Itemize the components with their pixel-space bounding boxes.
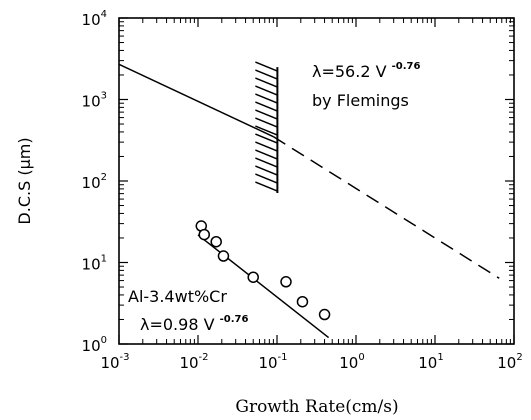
x-tick-exponent: -2	[199, 352, 209, 363]
data-point	[280, 276, 292, 288]
y-tick-label: 100	[82, 335, 107, 355]
y-tick-base: 10	[82, 11, 101, 29]
y-tick-exponent: 3	[101, 91, 107, 102]
x-tick-exponent: 0	[358, 352, 364, 363]
x-tick-label: 102	[497, 352, 522, 372]
y-axis-title: D.C.S (μm)	[15, 137, 34, 224]
boundary-hatch	[255, 141, 278, 152]
boundary-hatch	[255, 149, 278, 160]
x-tick-label: 10-2	[179, 352, 208, 372]
alloy-label: Al-3.4wt%Cr	[128, 287, 227, 306]
x-tick-label: 10-3	[100, 352, 129, 372]
data-equation-exponent: -0.76	[220, 314, 249, 325]
boundary-hatch	[255, 181, 278, 192]
y-tick-label: 104	[82, 9, 107, 29]
y-tick-exponent: 0	[101, 335, 107, 346]
x-tick-labels: 10-3 10-2 10-1 100 101 102	[100, 352, 522, 372]
boundary-hatch	[255, 173, 278, 184]
model-equation-label: λ=56.2 V -0.76	[312, 61, 420, 81]
boundary-hatch	[255, 125, 278, 136]
boundary-hatch	[255, 85, 278, 96]
boundary-hatch	[255, 109, 278, 120]
y-tick-exponent: 2	[101, 172, 107, 183]
model-line-extrapolated	[272, 136, 500, 279]
data-point	[318, 308, 331, 321]
boundary-hatch	[255, 61, 278, 72]
data-point	[198, 228, 211, 241]
x-tick-base: 10	[100, 354, 119, 372]
y-tick-exponent: 1	[101, 254, 107, 265]
boundary-hatch	[255, 93, 278, 104]
boundary-hatch	[255, 69, 278, 80]
x-tick-base: 10	[497, 354, 516, 372]
model-equation-prefix: λ=56.2 V	[312, 62, 387, 81]
data-points	[195, 220, 331, 321]
x-tick-base: 10	[418, 354, 437, 372]
data-point	[217, 250, 230, 262]
data-equation-label: λ=0.98 V -0.76	[140, 314, 248, 334]
tick-marks	[118, 17, 515, 345]
x-tick-base: 10	[179, 354, 198, 372]
boundary-hatch	[255, 117, 278, 128]
y-tick-exponent: 4	[101, 9, 107, 20]
x-tick-label: 100	[339, 352, 364, 372]
y-tick-base: 10	[82, 93, 101, 111]
y-tick-base: 10	[82, 174, 101, 192]
data-point	[247, 271, 259, 283]
model-source-label: by Flemings	[312, 91, 409, 110]
x-tick-exponent: 1	[437, 352, 443, 363]
boundary-hatch	[255, 165, 278, 176]
x-tick-exponent: 2	[516, 352, 522, 363]
y-tick-label: 101	[82, 254, 107, 274]
boundary-hatch	[255, 77, 278, 88]
model-equation-exponent: -0.76	[392, 61, 421, 72]
y-tick-base: 10	[82, 337, 101, 355]
model-line	[118, 63, 274, 138]
x-axis-title: Growth Rate(cm/s)	[235, 397, 398, 417]
data-equation-prefix: λ=0.98 V	[140, 315, 215, 334]
x-tick-base: 10	[339, 354, 358, 372]
y-tick-label: 102	[82, 172, 107, 192]
x-tick-label: 10-1	[258, 352, 287, 372]
boundary-hatch	[255, 133, 278, 144]
boundary-hatch	[255, 157, 278, 168]
boundary-hatch-marker	[255, 61, 279, 193]
y-tick-label: 103	[82, 91, 107, 111]
y-tick-base: 10	[82, 256, 101, 274]
x-tick-exponent: -3	[120, 352, 130, 363]
x-tick-exponent: -1	[278, 352, 288, 363]
data-point	[296, 295, 309, 308]
x-tick-base: 10	[258, 354, 277, 372]
x-tick-label: 101	[418, 352, 443, 372]
data-point	[210, 235, 222, 248]
boundary-hatch	[255, 101, 278, 112]
